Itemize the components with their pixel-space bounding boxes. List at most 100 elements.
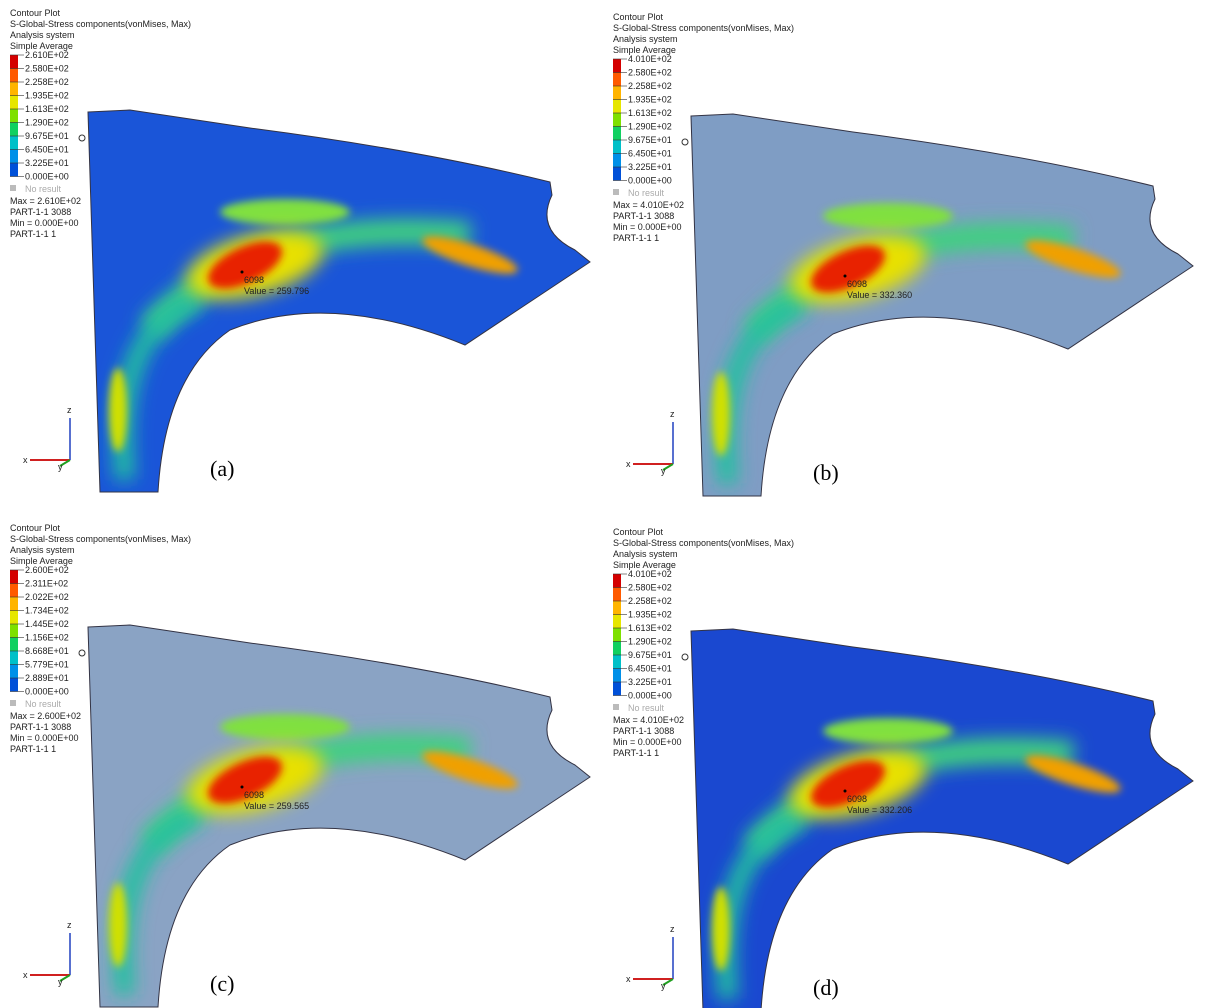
probe-node: 6098 [244, 275, 264, 285]
legend-swatch [10, 611, 18, 625]
legend-swatch [613, 73, 621, 87]
legend-swatch [613, 601, 621, 615]
legend-swatch [10, 96, 18, 110]
axis-z-label: z [670, 409, 675, 419]
panel-label: (b) [813, 460, 839, 485]
probe-node: 6098 [847, 279, 867, 289]
legend-swatch [10, 69, 18, 83]
legend-label: 6.450E+01 [628, 664, 672, 674]
legend-label: 2.600E+02 [25, 565, 69, 575]
stat-line: Max = 4.010E+02 [613, 200, 684, 210]
top-band [220, 199, 350, 225]
legend-swatch [613, 127, 621, 141]
probe-marker [241, 786, 244, 789]
axis-x-label: x [23, 455, 28, 465]
stat-line: PART-1-1 1 [613, 748, 659, 758]
panel-label: (c) [210, 971, 234, 996]
legend-label: 1.935E+02 [628, 610, 672, 620]
legend-swatch [613, 669, 621, 683]
legend-swatch [613, 140, 621, 154]
stat-line: PART-1-1 3088 [613, 726, 674, 736]
no-result: No result [25, 184, 62, 194]
legend-label: 1.613E+02 [628, 623, 672, 633]
legend-label: 2.580E+02 [628, 68, 672, 78]
stat-line: Max = 4.010E+02 [613, 715, 684, 725]
top-band [220, 714, 350, 740]
legend-label: 2.610E+02 [25, 50, 69, 60]
stat-line: PART-1-1 3088 [10, 722, 71, 732]
stat-line: PART-1-1 1 [10, 229, 56, 239]
header-line: Analysis system [10, 30, 75, 40]
stat-line: Min = 0.000E+00 [613, 737, 682, 747]
stat-line: Max = 2.610E+02 [10, 196, 81, 206]
no-result-swatch [613, 704, 619, 710]
legend-swatch [613, 59, 621, 73]
left-strip [109, 883, 127, 967]
legend-label: 0.000E+00 [25, 172, 69, 182]
probe-node: 6098 [244, 790, 264, 800]
legend-label: 4.010E+02 [628, 569, 672, 579]
left-strip [712, 372, 730, 456]
no-result-swatch [10, 700, 16, 706]
axis-x-label: x [626, 974, 631, 984]
legend-swatch [613, 588, 621, 602]
legend-label: 2.258E+02 [628, 81, 672, 91]
hole [79, 135, 85, 141]
hole [682, 654, 688, 660]
top-band [823, 203, 953, 229]
probe-value: Value = 332.206 [847, 805, 912, 815]
legend-label: 1.290E+02 [25, 118, 69, 128]
legend-swatch [10, 651, 18, 665]
legend-label: 6.450E+01 [25, 145, 69, 155]
legend-label: 1.613E+02 [628, 108, 672, 118]
axis-x-label: x [626, 459, 631, 469]
legend-swatch [10, 55, 18, 69]
legend-swatch [10, 150, 18, 164]
no-result-swatch [613, 189, 619, 195]
probe-marker [844, 275, 847, 278]
legend-swatch [10, 597, 18, 611]
legend-label: 3.225E+01 [25, 158, 69, 168]
probe-node: 6098 [847, 794, 867, 804]
legend-swatch [10, 624, 18, 638]
legend-label: 2.311E+02 [25, 579, 68, 589]
legend-label: 3.225E+01 [628, 677, 672, 687]
legend-swatch [10, 109, 18, 123]
legend-label: 0.000E+00 [25, 687, 69, 697]
header-line: S-Global-Stress components(vonMises, Max… [613, 23, 794, 33]
legend-label: 9.675E+01 [628, 135, 672, 145]
legend-swatch [10, 570, 18, 584]
header-line: S-Global-Stress components(vonMises, Max… [613, 538, 794, 548]
no-result-swatch [10, 185, 16, 191]
axis-y-label: y [58, 462, 63, 472]
legend-label: 0.000E+00 [628, 176, 672, 186]
legend-label: 4.010E+02 [628, 54, 672, 64]
legend-label: 1.290E+02 [628, 637, 672, 647]
probe-marker [241, 271, 244, 274]
legend-swatch [613, 628, 621, 642]
header-line: Contour Plot [613, 12, 664, 22]
header-line: S-Global-Stress components(vonMises, Max… [10, 534, 191, 544]
no-result: No result [25, 699, 62, 709]
axis-z-label: z [67, 920, 72, 930]
legend-label: 1.445E+02 [25, 619, 69, 629]
legend-swatch [10, 638, 18, 652]
legend-swatch [10, 136, 18, 150]
probe-value: Value = 259.565 [244, 801, 309, 811]
axis-z-label: z [67, 405, 72, 415]
legend-swatch [10, 584, 18, 598]
legend-label: 8.668E+01 [25, 646, 69, 656]
header-line: Contour Plot [10, 523, 61, 533]
legend-label: 1.935E+02 [628, 95, 672, 105]
legend-label: 6.450E+01 [628, 149, 672, 159]
stat-line: PART-1-1 3088 [613, 211, 674, 221]
legend-label: 1.613E+02 [25, 104, 69, 114]
no-result: No result [628, 188, 665, 198]
legend-label: 9.675E+01 [628, 650, 672, 660]
legend-swatch [613, 167, 621, 181]
header-line: Contour Plot [613, 527, 664, 537]
legend-swatch [613, 113, 621, 127]
header-line: Analysis system [613, 34, 678, 44]
legend-label: 1.290E+02 [628, 122, 672, 132]
